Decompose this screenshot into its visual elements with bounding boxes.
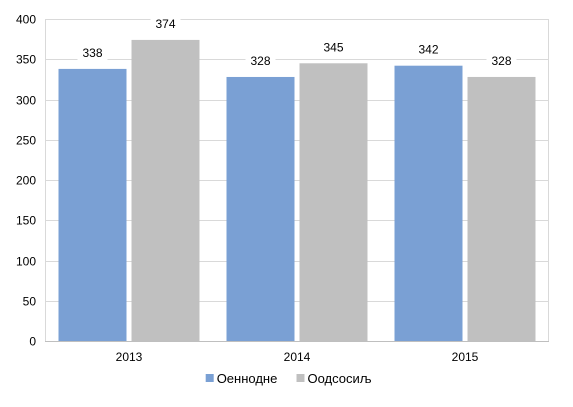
y-tick-label: 0	[29, 335, 36, 349]
x-tick-label: 2015	[452, 350, 479, 364]
data-label-background	[245, 53, 276, 69]
data-label: 328	[250, 54, 270, 68]
y-tick-label: 350	[16, 53, 36, 67]
data-label: 328	[491, 54, 511, 68]
bar	[226, 76, 295, 342]
y-tick-label: 250	[16, 134, 36, 148]
bar	[58, 68, 127, 341]
y-tick-label: 300	[16, 94, 36, 108]
data-label: 374	[155, 17, 175, 31]
y-tick-label: 50	[23, 295, 37, 309]
y-tick-label: 100	[16, 255, 36, 269]
data-labels: 338 374 328 345 342 328	[77, 16, 517, 69]
y-tick-label: 400	[16, 13, 36, 27]
axes: 0 50 100 150 200 250 300 350 400 2013 2014 2015	[16, 13, 549, 364]
bars	[58, 39, 536, 342]
data-label: 342	[418, 43, 438, 57]
data-label-background	[486, 53, 517, 69]
data-label-background	[318, 40, 349, 56]
bar	[394, 65, 463, 341]
bar	[467, 76, 536, 342]
legend-swatch	[296, 374, 305, 382]
bar	[131, 39, 200, 342]
legend-swatch	[205, 374, 214, 382]
data-label-background	[77, 45, 108, 61]
y-tick-label: 200	[16, 174, 36, 188]
bar	[299, 63, 368, 342]
data-label-background	[150, 16, 181, 32]
x-tick-label: 2014	[284, 350, 311, 364]
data-label: 345	[323, 40, 343, 54]
legend-label: Оеннодне	[217, 371, 278, 386]
legend: Оеннодне Оодсосиљ	[205, 371, 372, 386]
y-tick-label: 150	[16, 214, 36, 228]
data-label: 338	[82, 46, 102, 60]
legend-label: Оодсосиљ	[308, 371, 372, 386]
gridlines	[45, 19, 549, 302]
x-tick-label: 2013	[116, 350, 143, 364]
data-label-background	[413, 42, 444, 58]
